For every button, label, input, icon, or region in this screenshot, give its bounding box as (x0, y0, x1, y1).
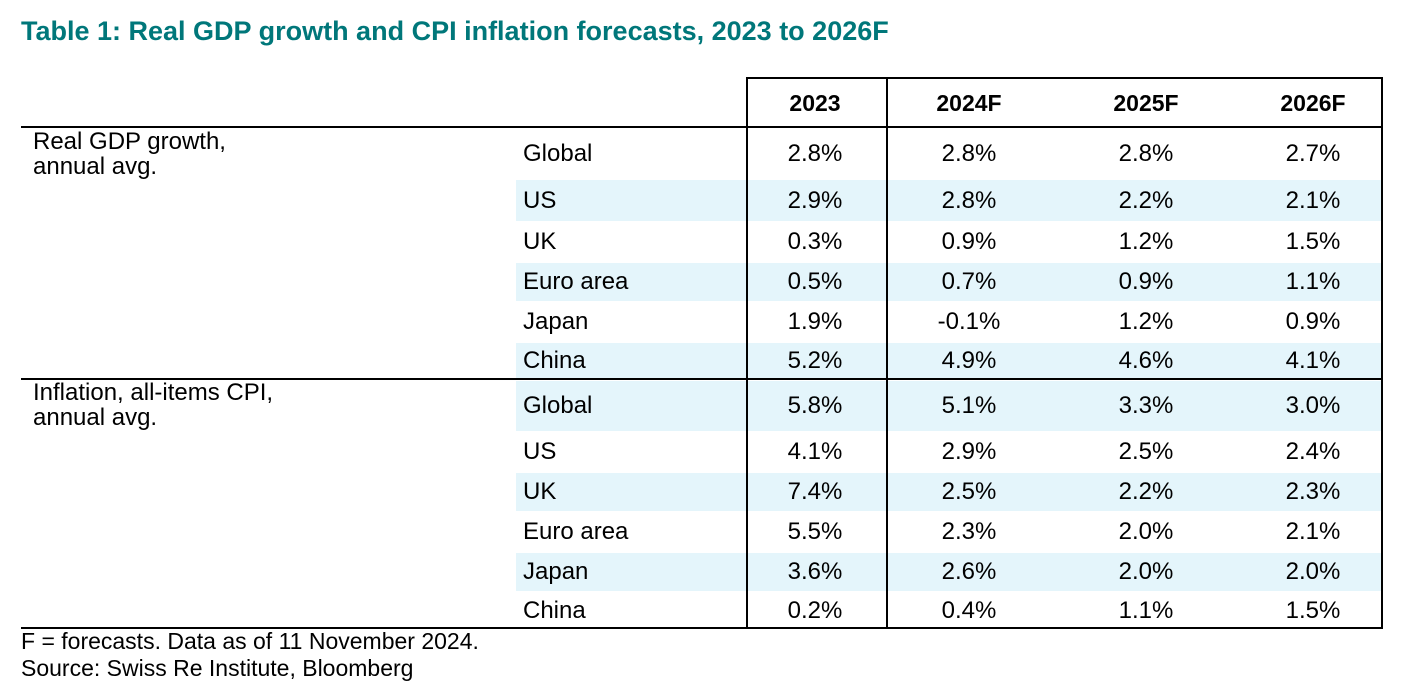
table-right-border (1381, 77, 1383, 629)
group-label-line: Real GDP growth, (33, 128, 226, 155)
table-cell: 1.9% (787, 308, 843, 335)
header-top-rule (746, 77, 1383, 79)
table-cell: 2.7% (1285, 140, 1341, 167)
column-header: 2024F (936, 90, 1002, 116)
row-label: US (523, 438, 557, 465)
row-label: Global (523, 140, 593, 167)
table-cell: 5.2% (787, 347, 843, 374)
table-cell: 0.4% (941, 597, 997, 624)
column-divider (886, 77, 888, 629)
table-cell: 2.3% (941, 518, 997, 545)
row-label: Euro area (523, 518, 629, 545)
group-label: Real GDP growth, annual avg. (33, 129, 226, 179)
header-bottom-rule (21, 126, 1383, 128)
table-cell: 2.8% (1118, 140, 1174, 167)
column-header: 2025F (1113, 90, 1179, 116)
row-stripe (516, 473, 1383, 511)
table-cell: 2.0% (1118, 558, 1174, 585)
table-cell: 0.9% (941, 228, 997, 255)
table-cell: 0.9% (1118, 268, 1174, 295)
group-label-line: Inflation, all-items CPI, (33, 379, 274, 406)
row-label: China (523, 347, 586, 374)
table-cell: 0.2% (787, 597, 843, 624)
table-cell: 2.8% (941, 186, 997, 214)
table-cell: 0.7% (941, 268, 997, 295)
table-cell: 4.6% (1118, 347, 1174, 374)
table-cell: 1.2% (1118, 308, 1174, 335)
group-label-line: annual avg. (33, 404, 158, 431)
row-stripe (516, 263, 1383, 301)
table-cell: 2.8% (941, 140, 997, 167)
footnote: F = forecasts. Data as of 11 November 20… (21, 628, 479, 654)
table-cell: -0.1% (937, 308, 1001, 335)
table-cell: 1.5% (1285, 228, 1341, 255)
table-cell: 1.1% (1118, 597, 1174, 624)
row-stripe (516, 180, 1383, 221)
row-label: China (523, 597, 586, 624)
table-cell: 2.2% (1118, 478, 1174, 505)
table-cell: 3.0% (1285, 392, 1341, 419)
row-label: Japan (523, 308, 589, 335)
row-stripe (516, 553, 1383, 591)
table-cell: 0.9% (1285, 308, 1341, 335)
column-header: 2026F (1280, 90, 1346, 116)
forecast-table: 2023 2024F 2025F 2026F Real GDP growth, annua… (21, 77, 1383, 629)
table-cell: 0.5% (787, 268, 843, 295)
table-cell: 4.9% (941, 347, 997, 374)
table-cell: 4.1% (1285, 347, 1341, 374)
group-label: Inflation, all-items CPI, annual avg. (33, 380, 273, 430)
table-title: Table 1: Real GDP growth and CPI inflati… (21, 16, 889, 46)
table-cell: 0.3% (787, 228, 843, 255)
table-cell: 1.5% (1285, 597, 1341, 624)
row-label: UK (523, 478, 557, 505)
table-cell: 7.4% (787, 478, 843, 505)
table-cell: 2.0% (1285, 558, 1341, 585)
table-cell: 2.5% (1118, 438, 1174, 465)
row-label: US (523, 186, 557, 214)
group-label-line: annual avg. (33, 153, 158, 180)
row-label: Global (523, 392, 593, 419)
group-divider-rule (21, 378, 1383, 380)
table-cell: 2.8% (787, 140, 843, 167)
table-cell: 2.2% (1118, 186, 1174, 214)
column-divider (746, 77, 748, 629)
table-cell: 2.9% (787, 186, 843, 214)
table-cell: 4.1% (787, 438, 843, 465)
table-cell: 5.8% (787, 392, 843, 419)
table-cell: 2.4% (1285, 438, 1341, 465)
table-cell: 2.6% (941, 558, 997, 585)
table-cell: 3.3% (1118, 392, 1174, 419)
table-cell: 2.1% (1285, 518, 1341, 545)
row-label: Japan (523, 558, 589, 585)
row-stripe (516, 343, 1383, 379)
source-note: Source: Swiss Re Institute, Bloomberg (21, 655, 414, 681)
row-label: Euro area (523, 268, 629, 295)
table-cell: 2.5% (941, 478, 997, 505)
table-cell: 3.6% (787, 558, 843, 585)
table-cell: 2.1% (1285, 186, 1341, 214)
table-cell: 1.2% (1118, 228, 1174, 255)
row-label: UK (523, 228, 557, 255)
table-cell: 5.1% (941, 392, 997, 419)
table-bottom-rule (21, 627, 1383, 629)
table-cell: 2.3% (1285, 478, 1341, 505)
table-cell: 2.0% (1118, 518, 1174, 545)
table-cell: 1.1% (1285, 268, 1341, 295)
row-stripe (516, 381, 1383, 431)
column-header: 2023 (789, 90, 841, 116)
table-cell: 2.9% (941, 438, 997, 465)
table-cell: 5.5% (787, 518, 843, 545)
